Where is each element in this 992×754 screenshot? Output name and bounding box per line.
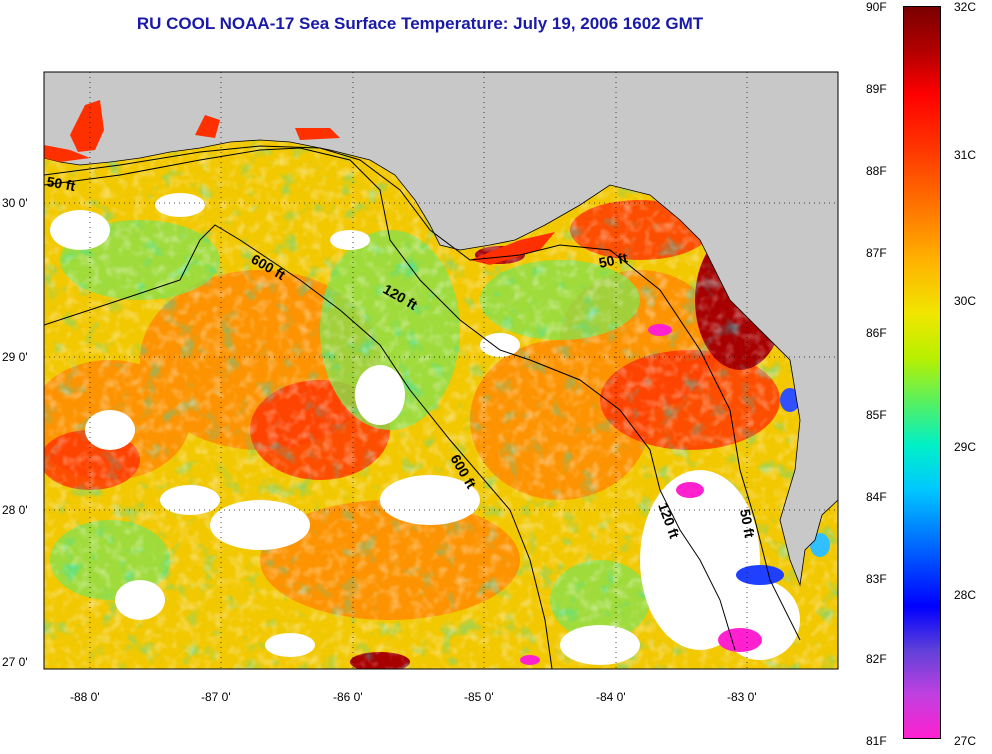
temperature-colorbar bbox=[903, 6, 941, 739]
map-title: RU COOL NOAA-17 Sea Surface Temperature:… bbox=[136, 14, 704, 33]
y-tick-label: 29 0' bbox=[2, 350, 28, 364]
x-tick-label: -84 0' bbox=[596, 690, 626, 704]
y-tick-label: 27 0' bbox=[2, 655, 28, 669]
colorbar-f-label: 87F bbox=[866, 246, 887, 260]
contour-label: 50 ft bbox=[45, 173, 76, 194]
plot-frame bbox=[43, 71, 839, 670]
colorbar-f-label: 90F bbox=[866, 0, 887, 14]
colorbar-c-label: 29C bbox=[954, 440, 977, 454]
colorbar-f-label: 81F bbox=[866, 734, 887, 748]
colorbar-f-label: 89F bbox=[866, 82, 887, 96]
x-tick-label: -83 0' bbox=[727, 690, 757, 704]
colorbar-c-label: 31C bbox=[954, 148, 977, 162]
y-tick-label: 28 0' bbox=[2, 503, 28, 517]
colorbar-c-label: 32C bbox=[954, 0, 977, 14]
land-mass bbox=[44, 72, 838, 587]
x-tick-label: -86 0' bbox=[333, 690, 363, 704]
x-tick-label: -88 0' bbox=[70, 690, 100, 704]
x-tick-label: -85 0' bbox=[464, 690, 494, 704]
colorbar-c-label: 27C bbox=[954, 734, 977, 748]
colorbar-f-label: 85F bbox=[866, 408, 887, 422]
y-tick-label: 30 0' bbox=[2, 196, 28, 210]
inland-bays bbox=[44, 100, 555, 265]
colorbar-f-label: 88F bbox=[866, 164, 887, 178]
colorbar-f-label: 84F bbox=[866, 490, 887, 504]
colorbar-f-label: 83F bbox=[866, 572, 887, 586]
contour-label: 50 ft bbox=[597, 249, 629, 271]
colorbar-c-label: 30C bbox=[954, 294, 977, 308]
bathymetry-contours bbox=[44, 145, 801, 669]
colorbar-f-label: 86F bbox=[866, 326, 887, 340]
colorbar-f-label: 82F bbox=[866, 652, 887, 666]
contour-label: 50 ft bbox=[737, 508, 758, 539]
colorbar-c-label: 28C bbox=[954, 588, 977, 602]
x-tick-label: -87 0' bbox=[201, 690, 231, 704]
cold-spots bbox=[520, 324, 830, 665]
